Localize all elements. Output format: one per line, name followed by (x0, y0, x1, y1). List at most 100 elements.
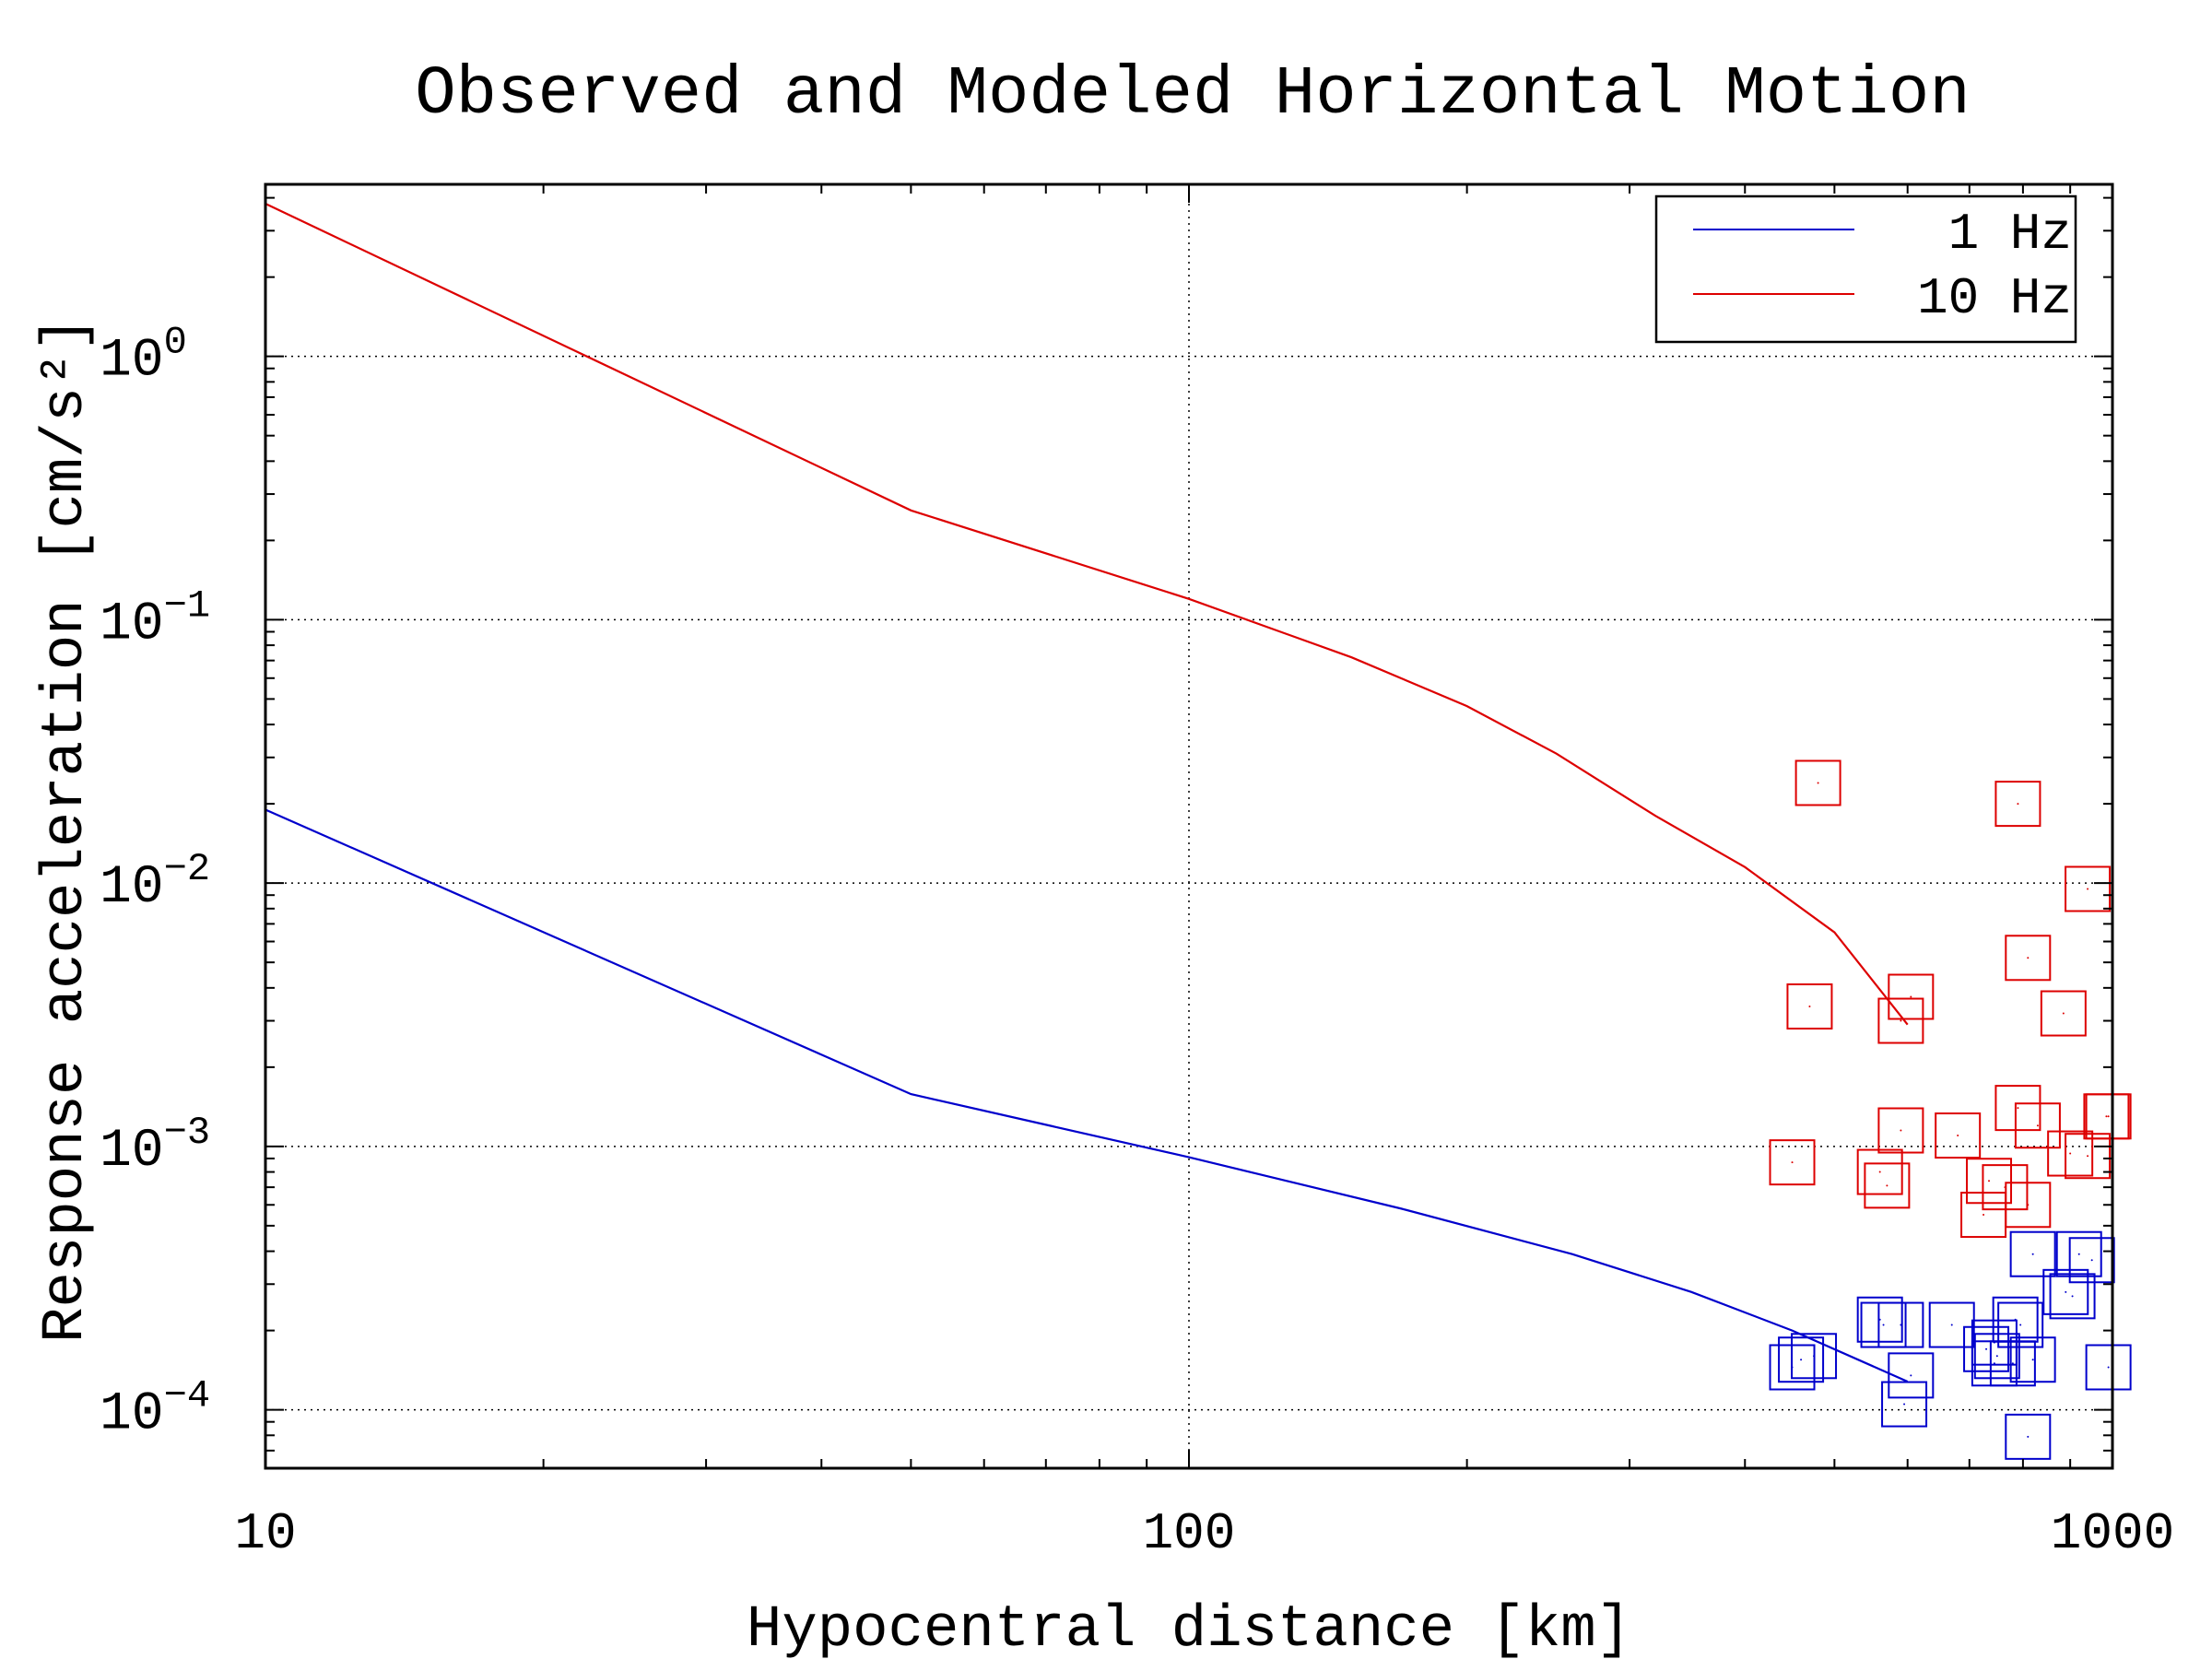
grid (265, 184, 2112, 1468)
data-point-marker (2005, 1413, 2052, 1460)
data-point-dot (2087, 1155, 2089, 1158)
data-point-marker (1794, 759, 1841, 806)
x-tick-label: 10 (234, 1504, 296, 1563)
data-point-dot (1900, 1019, 1902, 1022)
y-tick-label: 10−2 (100, 847, 210, 918)
data-point-dot (1910, 1374, 1912, 1377)
data-point-marker (1877, 997, 1924, 1044)
data-point-marker (1877, 1107, 1924, 1154)
data-point-dot (1957, 1135, 1959, 1137)
data-point-marker (1997, 1301, 2044, 1348)
data-point-dot (2107, 1115, 2110, 1118)
data-point-marker (2049, 1273, 2096, 1320)
chart-title: Observed and Modeled Horizontal Motion (415, 56, 1970, 134)
legend-label: 10 Hz (1917, 269, 2072, 328)
data-point-dot (1983, 1214, 1985, 1217)
data-point-marker (1994, 781, 2041, 828)
data-point-dot (1900, 1324, 1902, 1326)
data-point-dot (2017, 1107, 2019, 1110)
data-point-dot (1910, 995, 1912, 998)
data-point-dot (1817, 782, 1819, 784)
data-point-marker (1856, 1148, 1903, 1195)
data-point-marker (1960, 1192, 2007, 1239)
plot-series (265, 203, 2132, 1460)
data-point-dot (1985, 1347, 1988, 1350)
data-point-dot (2062, 1012, 2065, 1015)
data-point-dot (2027, 1204, 2030, 1206)
data-point-dot (2027, 1435, 2030, 1438)
data-point-dot (1791, 1161, 1794, 1164)
data-point-dot (2069, 1152, 2072, 1155)
data-point-marker (1966, 1158, 2013, 1205)
series-line-0 (265, 808, 1909, 1383)
data-point-dot (1950, 1324, 1953, 1326)
data-point-dot (2107, 1366, 2110, 1369)
data-point-marker (1928, 1301, 1975, 1348)
series-line-1 (265, 203, 1909, 1026)
data-point-dot (2071, 1295, 2074, 1298)
data-point-marker (1963, 1325, 2010, 1372)
data-point-dot (2017, 803, 2019, 806)
data-point-marker (1877, 1301, 1924, 1348)
axes: 10 100 1000 100 10−1 10−2 10−3 10−4 (100, 182, 2174, 1563)
data-point-marker (1778, 1336, 1825, 1383)
data-point-dot (1882, 1324, 1885, 1326)
data-point-marker (2005, 935, 2052, 982)
data-point-dot (2019, 1324, 2022, 1326)
data-point-dot (1791, 1366, 1794, 1369)
data-point-marker (1971, 1340, 2018, 1387)
data-point-marker (2068, 1237, 2115, 1284)
data-point-dot (2031, 1253, 2034, 1255)
y-tick-label: 100 (100, 321, 187, 392)
plot-frame (264, 182, 2114, 1470)
data-point-marker (1856, 1296, 1903, 1343)
data-point-marker (2047, 1130, 2094, 1177)
y-axis-label: Response acceleration [cm/s²] (33, 316, 100, 1343)
x-tick-label: 100 (1143, 1504, 1236, 1563)
data-point-marker (1888, 973, 1935, 1020)
data-point-dot (1993, 1362, 1995, 1365)
y-tick-label: 10−1 (100, 583, 210, 654)
data-point-marker (1935, 1112, 1982, 1159)
data-point-dot (1995, 1355, 1998, 1358)
x-axis-label: Hypocentral distance [km] (747, 1597, 1631, 1659)
data-point-dot (2077, 1253, 2080, 1255)
data-point-marker (2083, 1093, 2130, 1140)
data-point-marker (2040, 990, 2087, 1037)
data-point-dot (2087, 888, 2089, 890)
data-point-marker (2065, 1133, 2112, 1180)
data-point-dot (2065, 1290, 2067, 1293)
data-point-marker (1769, 1139, 1816, 1186)
data-point-dot (2090, 1259, 2093, 1262)
data-point-marker (2042, 1268, 2089, 1315)
x-tick-label: 1000 (2051, 1504, 2174, 1563)
y-tick-label: 10−3 (100, 1111, 210, 1182)
data-point-dot (1900, 1129, 1902, 1132)
data-point-dot (1800, 1359, 1803, 1361)
data-point-dot (2105, 1115, 2108, 1118)
data-point-dot (1903, 1403, 1906, 1406)
data-point-marker (1994, 1085, 2041, 1132)
data-point-marker (2009, 1230, 2056, 1277)
data-point-marker (2014, 1102, 2061, 1149)
data-point-marker (1769, 1344, 1816, 1391)
data-point-marker (1786, 983, 1833, 1030)
legend-label: 1 Hz (1948, 205, 2072, 264)
data-point-dot (1886, 1184, 1888, 1187)
data-point-marker (2065, 865, 2112, 912)
data-point-marker (2009, 1336, 2056, 1383)
data-point-marker (2055, 1230, 2102, 1277)
data-point-dot (1808, 1006, 1811, 1008)
data-point-marker (1888, 1352, 1935, 1399)
data-point-dot (1988, 1180, 1991, 1182)
data-point-marker (2085, 1344, 2132, 1391)
y-tick-label: 10−4 (100, 1374, 210, 1445)
data-point-dot (2011, 1362, 2014, 1365)
data-point-dot (1878, 1171, 1881, 1173)
data-point-dot (2031, 1359, 2034, 1361)
legend-box (1654, 194, 2077, 344)
data-point-marker (1881, 1381, 1928, 1428)
data-point-marker (1864, 1162, 1911, 1209)
